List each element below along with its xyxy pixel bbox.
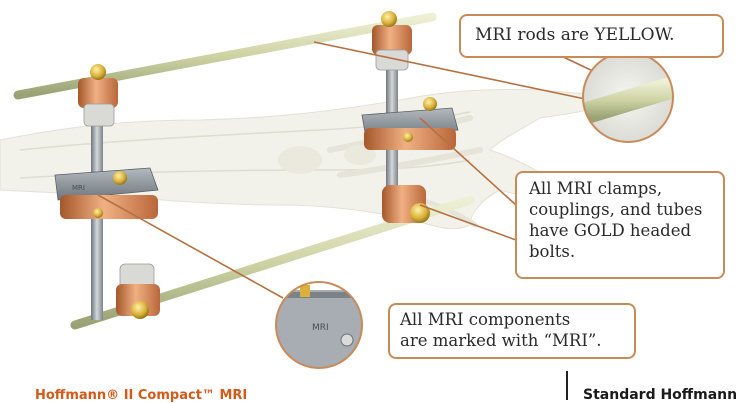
callout-text-line: bolts. (529, 242, 576, 262)
coupling-top-left (78, 64, 118, 127)
bolt (90, 64, 106, 80)
section-divider (566, 371, 568, 400)
bolt (113, 171, 127, 185)
callout-text-line: couplings, and tubes (529, 200, 703, 220)
bolt (381, 11, 397, 27)
bolt (131, 301, 149, 319)
mri-marking-magnifier: MRI (275, 281, 363, 369)
mri-marking-text: MRI (312, 323, 329, 333)
callout-text-line: are marked with “MRI”. (400, 331, 602, 351)
callout-gold-bolts: All MRI clamps, couplings, and tubes hav… (515, 171, 725, 279)
coupling-top-right (372, 11, 412, 71)
clamp-mri-marking: MRI (72, 184, 85, 192)
coupling-bottom-left (116, 263, 160, 319)
leader-lines (97, 41, 596, 299)
bolt (423, 97, 437, 111)
callout-mri-marked: All MRI components are marked with “MRI”… (388, 303, 636, 359)
clamp-left: MRI (54, 167, 159, 219)
rod-magnifier (582, 51, 674, 143)
bolt (403, 132, 413, 142)
bolt (93, 208, 103, 218)
callout-text: MRI rods are YELLOW. (475, 25, 675, 45)
caption-standard-hoffmann: Standard Hoffmann (583, 387, 738, 403)
callout-text-line: have GOLD headed (529, 221, 692, 241)
coupling-bottom-right (382, 185, 430, 223)
caption-compact-mri: Hoffmann® II Compact™ MRI (35, 388, 248, 403)
bolt (410, 203, 430, 223)
callout-text-line: All MRI clamps, (529, 179, 663, 198)
callout-text-line: All MRI components (400, 310, 571, 329)
callout-rods-yellow: MRI rods are YELLOW. (459, 14, 724, 58)
